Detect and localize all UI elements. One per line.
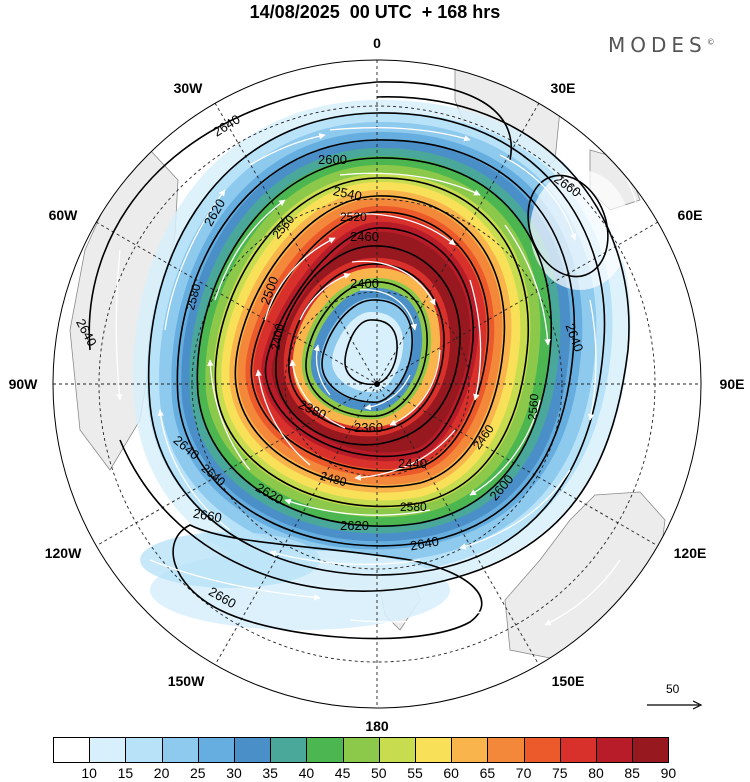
south-pole-marker <box>374 381 380 387</box>
colorbar-cell <box>451 737 489 763</box>
colorbar-label: 90 <box>660 765 677 781</box>
colorbar-label: 35 <box>262 765 278 781</box>
colorbar-label: 75 <box>552 765 568 781</box>
longitude-label: 90W <box>8 376 38 392</box>
longitude-label: 120W <box>44 545 82 561</box>
map-title: 14/08/2025 00 UTC + 168 hrs <box>249 2 501 22</box>
colorbar-label: 70 <box>515 765 532 781</box>
colorbar-label: 85 <box>624 765 640 781</box>
longitude-label: 60E <box>677 207 703 223</box>
contour-label: 2460 <box>350 229 379 244</box>
colorbar-cell <box>306 737 344 763</box>
colorbar-label: 55 <box>407 765 423 781</box>
longitude-label: 60W <box>48 207 78 223</box>
contour-label: 2440 <box>398 456 427 471</box>
contour-label: 2580 <box>400 500 427 514</box>
copyright-mark: © <box>706 37 715 47</box>
reference-vector-label: 50 <box>666 682 680 696</box>
longitude-label: 150W <box>167 673 205 689</box>
colorbar-cell <box>523 737 561 763</box>
map-border <box>52 59 702 709</box>
contour-label: 2560 <box>525 393 542 421</box>
colorbar-cell <box>487 737 525 763</box>
wind-streamlines <box>115 127 643 626</box>
colorbar-label: 80 <box>588 765 604 781</box>
colorbar-cell <box>378 737 416 763</box>
colorbar-label: 45 <box>334 765 351 781</box>
reference-vector-arrow <box>647 700 703 710</box>
longitude-label: 0 <box>373 35 381 51</box>
colorbar-cell <box>342 737 380 763</box>
colorbar-cell <box>632 737 670 763</box>
colorbar-label: 15 <box>117 765 134 781</box>
contour-label: 2520 <box>340 210 367 224</box>
longitude-label: 120E <box>673 545 707 561</box>
colorbar-cell <box>270 737 308 763</box>
colorbar-cell <box>197 737 235 763</box>
longitude-label: 30E <box>550 80 576 96</box>
colorbar-cell <box>89 737 127 763</box>
colorbar-cell <box>415 737 453 763</box>
longitude-label: 180 <box>365 718 389 734</box>
contour-label: 2360 <box>354 420 383 435</box>
longitude-label: 150E <box>551 673 585 689</box>
colorbar-cell <box>161 737 199 763</box>
colorbar-label: 30 <box>226 765 242 781</box>
colorbar-label: 65 <box>479 765 496 781</box>
colorbar-label: 40 <box>298 765 315 781</box>
contour-label: 2600 <box>318 152 347 167</box>
colorbar-cell <box>596 737 634 763</box>
colorbar-cell <box>234 737 272 763</box>
colorbar-label: 20 <box>153 765 170 781</box>
colorbar-cell <box>559 737 597 763</box>
colorbar-cell <box>53 737 91 763</box>
colorbar-label: 25 <box>190 765 206 781</box>
brand-name: MODES <box>608 33 707 57</box>
colorbar-label: 60 <box>443 765 459 781</box>
contour-label: 2400 <box>350 276 379 291</box>
contour-label: 2620 <box>340 518 369 533</box>
longitude-label: 90E <box>719 376 745 392</box>
colorbar-label: 10 <box>81 765 97 781</box>
colorbar-label: 50 <box>371 765 387 781</box>
brand-logo: MODES© <box>608 33 715 57</box>
colorbar-cell <box>125 737 163 763</box>
longitude-label: 30W <box>173 80 203 96</box>
